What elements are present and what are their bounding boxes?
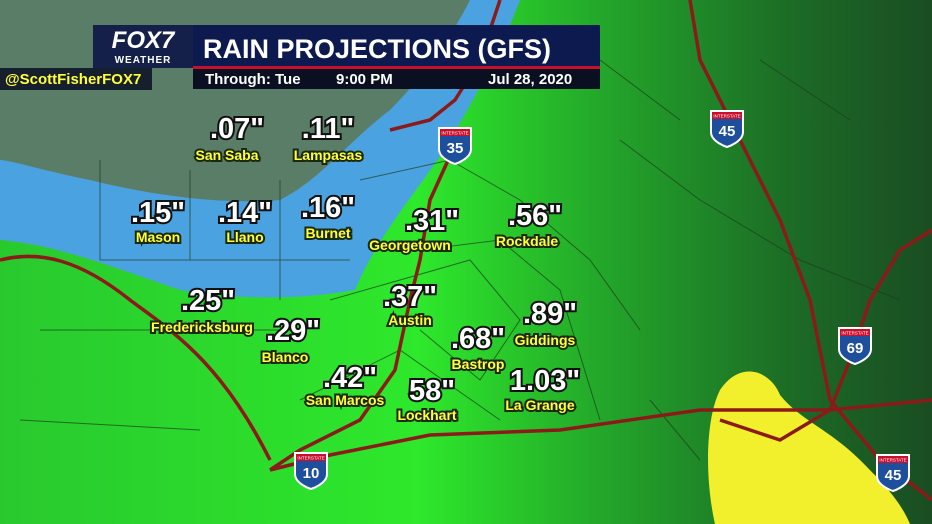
interstate-shield: INTERSTATE 69: [838, 327, 872, 366]
title: RAIN PROJECTIONS (GFS): [203, 34, 551, 64]
interstate-shield: INTERSTATE 35: [438, 127, 472, 166]
date: Jul 28, 2020: [488, 71, 572, 88]
shield-label: INTERSTATE: [297, 456, 324, 461]
city-name: Lampasas: [294, 147, 363, 163]
city-name: San Saba: [195, 147, 258, 163]
shield-body: [294, 452, 328, 491]
rain-amount: .42": [323, 362, 377, 394]
city-name: San Marcos: [306, 392, 385, 408]
shield-number: 45: [719, 123, 736, 140]
logo-box: [93, 25, 193, 68]
city-name: Austin: [388, 312, 432, 328]
shield-body: [838, 327, 872, 366]
shield-body: [710, 110, 744, 149]
shield-label: INTERSTATE: [841, 331, 868, 336]
time: 9:00 PM: [336, 71, 393, 88]
shield-label: INTERSTATE: [441, 131, 468, 136]
shield-number: 69: [847, 340, 864, 357]
city-name: Blanco: [262, 349, 309, 365]
shield-number: 45: [885, 467, 902, 484]
interstate-shield: INTERSTATE 45: [876, 454, 910, 493]
rain-amount: .15": [131, 197, 185, 229]
handle: @ScottFisherFOX7: [5, 71, 141, 88]
rain-amount: .25": [181, 285, 235, 317]
logo: FOX7: [112, 27, 176, 54]
city-name: La Grange: [505, 397, 574, 413]
rain-amount: .14": [218, 197, 272, 229]
shield-number: 35: [447, 140, 464, 157]
shield-top: [296, 454, 326, 461]
rain-amount: .56": [508, 200, 562, 232]
handle-box: [0, 68, 152, 90]
interstate-shield: INTERSTATE 10: [294, 452, 328, 491]
shield-top: [712, 112, 742, 119]
rain-amount: .11": [302, 113, 354, 145]
shield-top: [440, 129, 470, 136]
city-name: Mason: [136, 229, 180, 245]
shield-top: [878, 456, 908, 463]
info-bar: [193, 69, 600, 89]
city-name: Llano: [226, 229, 263, 245]
shield-body: [438, 127, 472, 166]
shield-top: [840, 329, 870, 336]
rain-amount: .29": [266, 315, 320, 347]
rain-amount: .89": [523, 298, 577, 330]
interstate-shield: INTERSTATE 45: [710, 110, 744, 149]
rain-amount: 1.03": [510, 365, 580, 397]
rain-amount: .31": [405, 205, 459, 237]
city-name: Burnet: [305, 225, 350, 241]
city-name: Fredericksburg: [151, 319, 253, 335]
shield-body: [876, 454, 910, 493]
shield-label: INTERSTATE: [879, 458, 906, 463]
through: Through: Tue: [205, 71, 301, 88]
rain-amount: .16": [301, 192, 355, 224]
city-name: Bastrop: [452, 356, 505, 372]
rain-amount: .07": [210, 113, 264, 145]
city-name: Georgetown: [369, 237, 451, 253]
rain-amount: .37": [383, 281, 437, 313]
rain-amount: .68": [451, 323, 505, 355]
city-name: Giddings: [515, 332, 576, 348]
city-name: Rockdale: [496, 233, 558, 249]
rain-amount: 58": [409, 375, 455, 407]
title-stripe: [193, 66, 600, 69]
shield-number: 10: [303, 465, 320, 482]
city-name: Lockhart: [397, 407, 456, 423]
logo-sub: WEATHER: [115, 55, 172, 66]
shield-label: INTERSTATE: [713, 114, 740, 119]
